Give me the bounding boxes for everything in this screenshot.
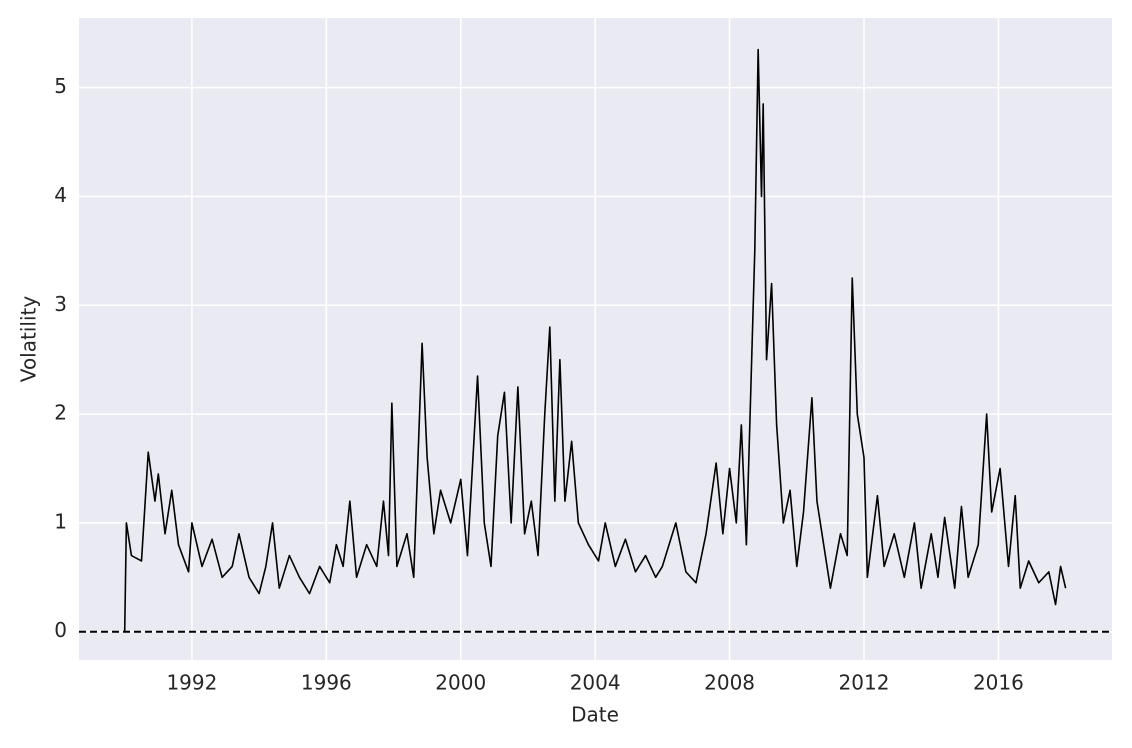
x-axis-label: Date [571, 703, 619, 727]
y-axis-label: Volatility [17, 296, 41, 383]
volatility-line [123, 48, 1067, 632]
x-tick-label: 2016 [973, 671, 1024, 695]
y-tick-label: 3 [54, 292, 67, 316]
x-tick-label: 2012 [839, 671, 890, 695]
x-tick-label: 2008 [704, 671, 755, 695]
x-tick-label: 1992 [166, 671, 217, 695]
y-tick-label: 2 [54, 401, 67, 425]
y-tick-label: 0 [54, 618, 67, 642]
y-tick-label: 4 [54, 183, 67, 207]
x-tick-label: 2004 [570, 671, 621, 695]
x-tick-label: 1996 [301, 671, 352, 695]
x-tick-label: 2000 [435, 671, 486, 695]
y-tick-label: 1 [54, 509, 67, 533]
y-tick-label: 5 [54, 74, 67, 98]
